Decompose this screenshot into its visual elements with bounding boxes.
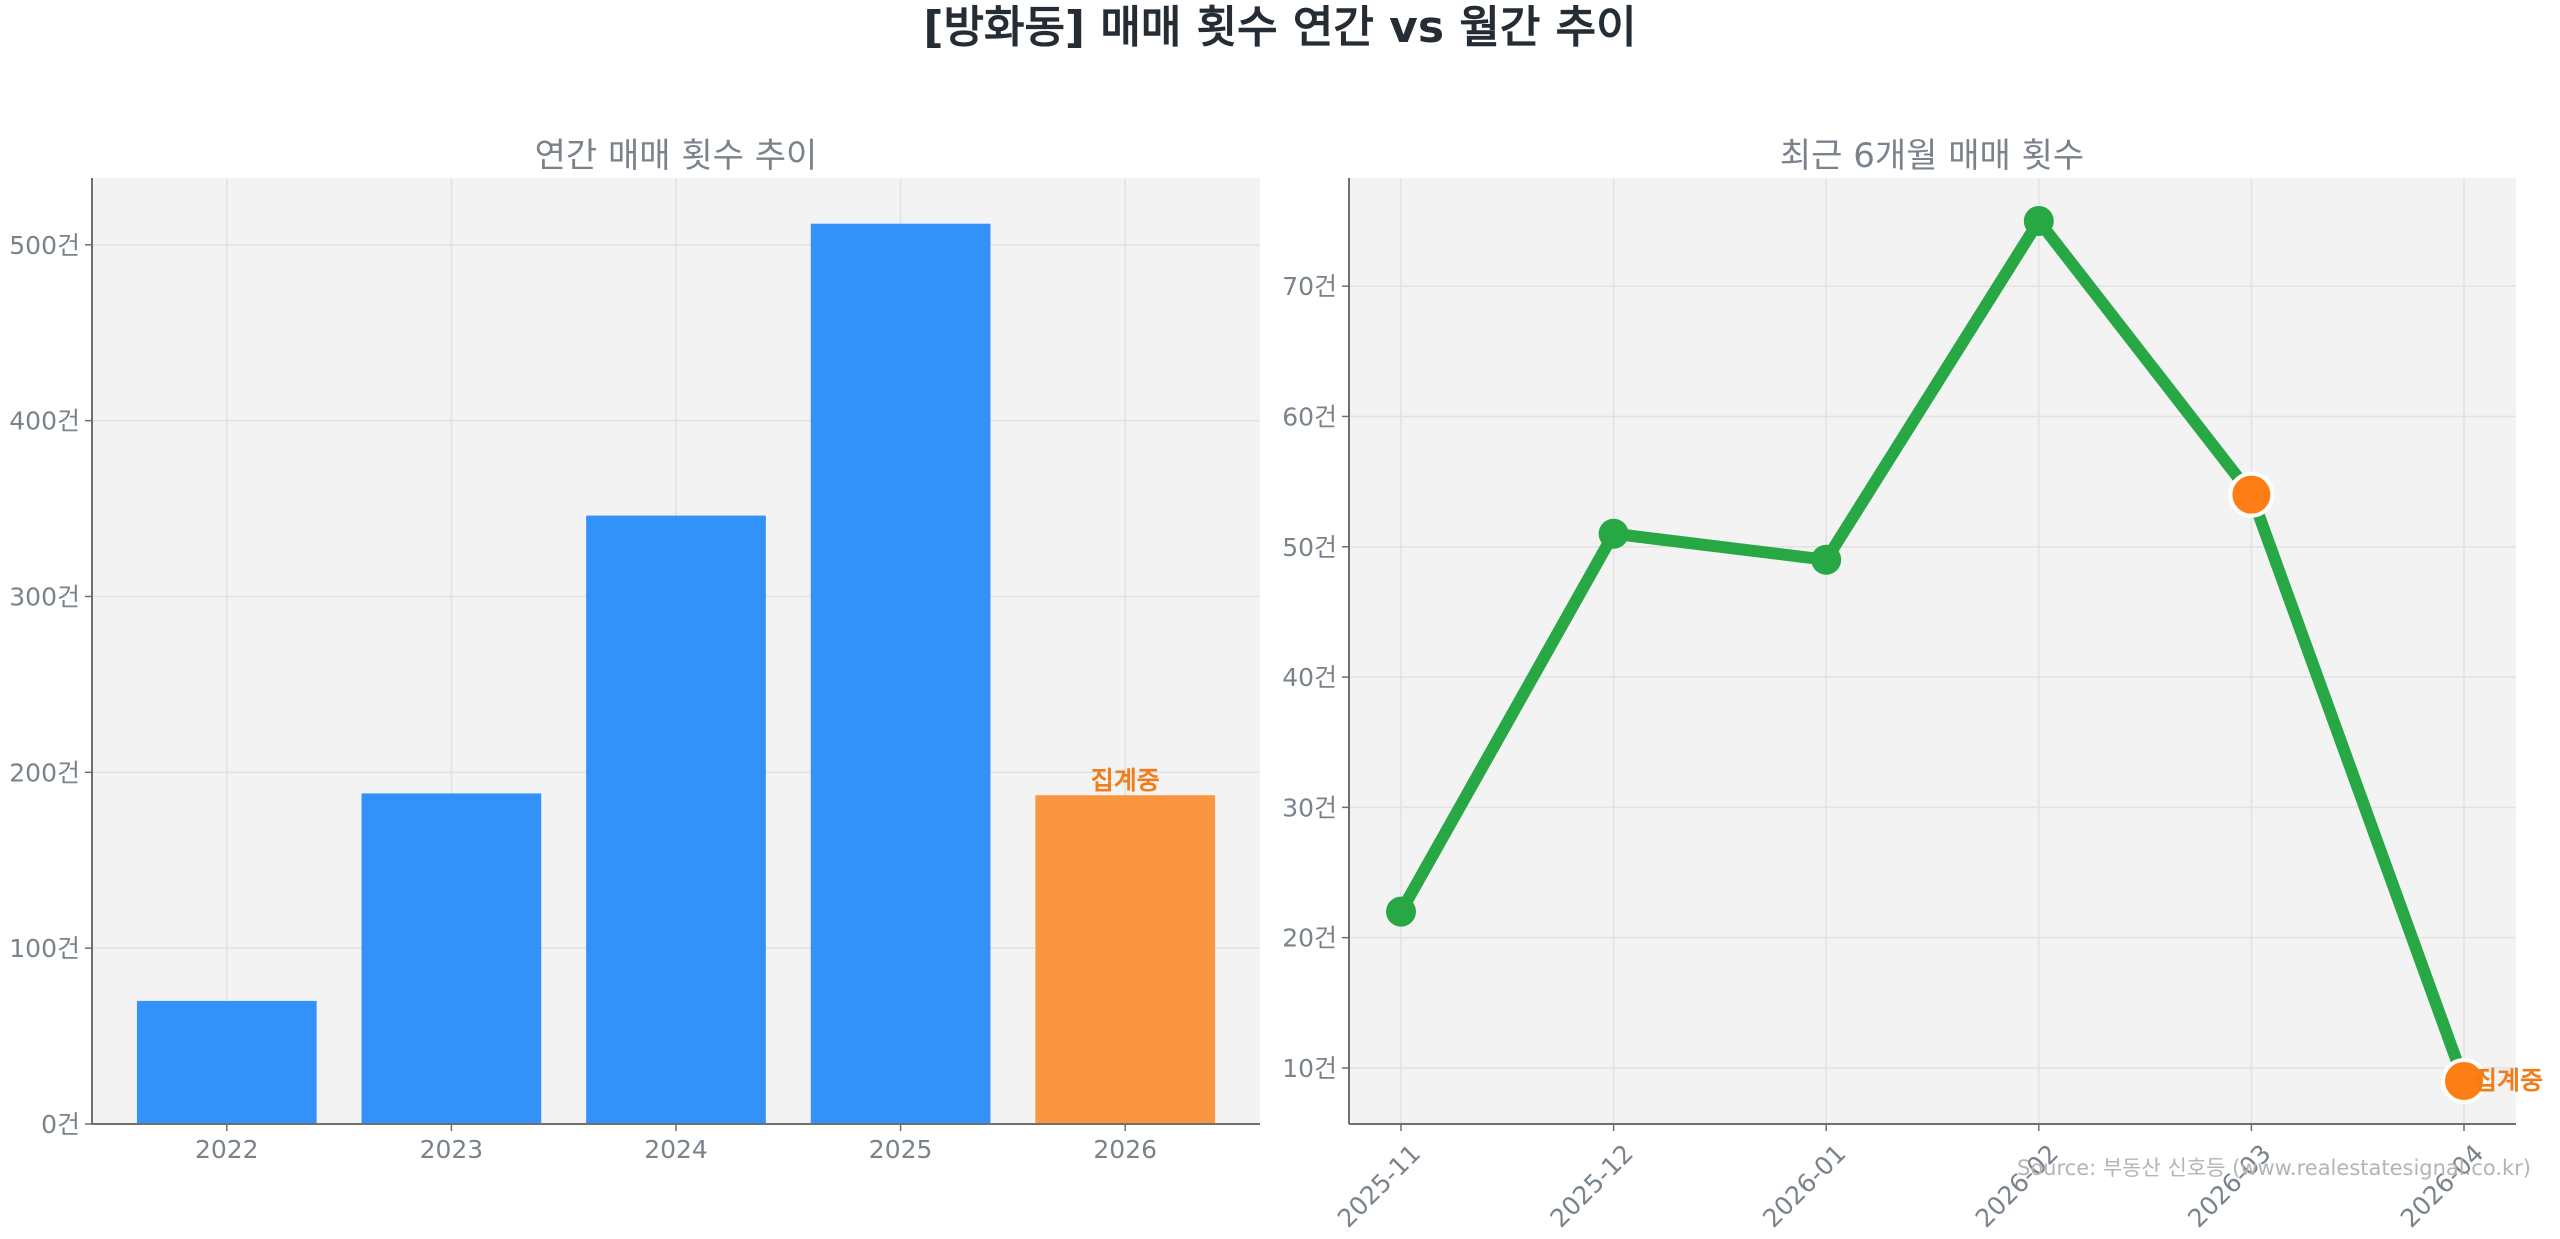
bar-status-label: 집계중 [1091, 766, 1160, 795]
x-tick-label: 2026-03 [2182, 1139, 2276, 1233]
y-tick-label: 300건 [9, 582, 80, 611]
y-tick-label: 500건 [9, 231, 80, 260]
y-tick-label: 200건 [9, 758, 80, 787]
point-2026-01 [1811, 544, 1842, 575]
bar-2026 [1035, 795, 1216, 1124]
y-tick-label: 40건 [1282, 663, 1337, 692]
point-2026-03 [2228, 471, 2275, 518]
figure-title: [방화동] 매매 횟수 연간 vs 월간 추이 [923, 2, 1636, 53]
x-tick-label: 2026-02 [1970, 1139, 2064, 1233]
y-tick-label: 60건 [1282, 402, 1337, 431]
point-status-label: 집계중 [2474, 1066, 2543, 1095]
y-tick-label: 30건 [1282, 793, 1337, 822]
bar-2023 [361, 793, 542, 1124]
monthly-line-chart: 10건 20건 30건 40건 50건 60건 70건 2025-11 2025-12 2026… [1282, 136, 2543, 1233]
point-2025-11 [1386, 896, 1416, 927]
line-series [1395, 215, 2470, 1087]
bar-chart-title: 연간 매매 횟수 추이 [535, 136, 818, 176]
y-tick-label: 50건 [1282, 533, 1337, 562]
x-tick-label: 2026 [1093, 1135, 1157, 1164]
x-tick-label: 2026-01 [1757, 1139, 1851, 1233]
y-tick-label: 100건 [9, 934, 80, 963]
annotations: 집계중 [2474, 1066, 2543, 1095]
point-2026-04 [2441, 1058, 2487, 1104]
x-tick-labels: 2022 2023 2024 2025 2026 [195, 1124, 1157, 1164]
y-tick-label: 400건 [9, 407, 80, 436]
bar-2025 [810, 223, 991, 1124]
annotations: 집계중 [1091, 766, 1160, 795]
bar-series [136, 223, 1216, 1124]
plot-background [1349, 178, 2516, 1124]
line-chart-title: 최근 6개월 매매 횟수 [1780, 136, 2084, 176]
y-tick-labels: 10건 20건 30건 40건 50건 60건 70건 [1282, 272, 1349, 1083]
x-tick-label: 2025-11 [1332, 1139, 1426, 1233]
x-tick-label: 2023 [420, 1135, 484, 1164]
x-tick-label: 2022 [195, 1135, 259, 1164]
point-2025-12 [1598, 518, 1629, 549]
x-tick-label: 2025-12 [1544, 1139, 1638, 1233]
y-tick-labels: 0건 100건 200건 300건 400건 500건 [9, 231, 92, 1139]
source-note: Source: 부동산 신호등 (www.realestatesignal.co… [2017, 1156, 2531, 1180]
y-tick-label: 20건 [1282, 924, 1337, 953]
bar-2022 [136, 1000, 317, 1124]
line-markers [1386, 206, 2487, 1104]
y-tick-label: 10건 [1282, 1054, 1337, 1083]
x-tick-label: 2025 [869, 1135, 933, 1164]
x-tick-label: 2026-04 [2395, 1139, 2489, 1233]
y-tick-label: 0건 [41, 1110, 80, 1139]
point-2026-02 [2023, 206, 2054, 236]
y-tick-label: 70건 [1282, 272, 1337, 301]
x-tick-label: 2024 [644, 1135, 708, 1164]
bar-2024 [586, 515, 766, 1124]
